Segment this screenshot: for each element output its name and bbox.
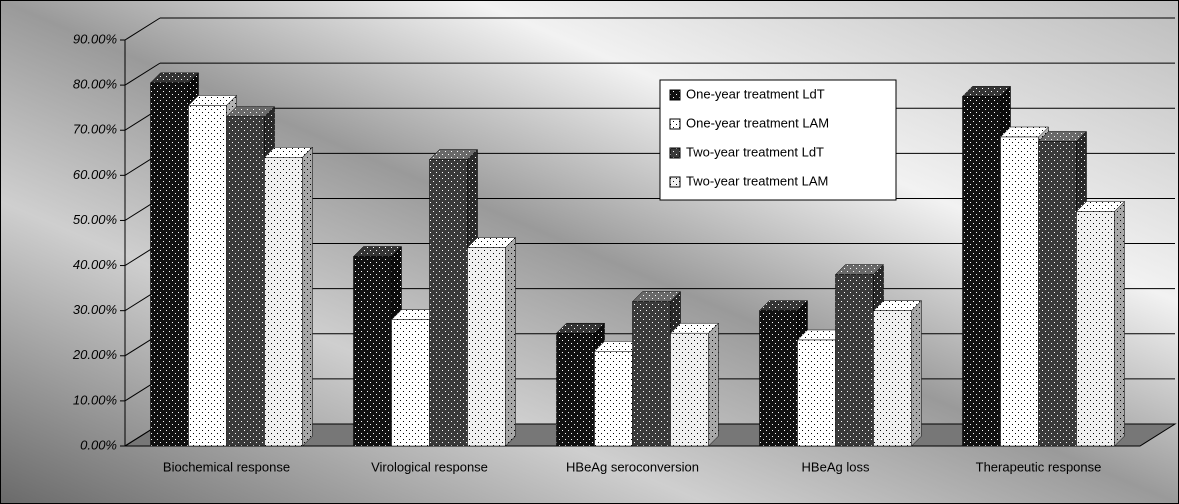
- grid-line: [124, 17, 161, 41]
- legend-label: Two-year treatment LAM: [686, 173, 828, 188]
- bar-side: [911, 300, 922, 447]
- legend: One-year treatment LdT One-year treatment…: [659, 79, 897, 201]
- legend-swatch: [669, 147, 681, 159]
- bar-front: [962, 96, 1001, 447]
- bar-front: [873, 310, 912, 447]
- y-tick-label: 70.00%: [73, 122, 117, 137]
- y-tick-label: 10.00%: [73, 392, 117, 407]
- bar-front: [353, 256, 392, 447]
- bar-front: [835, 274, 874, 447]
- y-tick-label: 30.00%: [73, 302, 117, 317]
- legend-label: One-year treatment LdT: [686, 86, 825, 101]
- y-tick-label: 0.00%: [80, 437, 117, 452]
- bar-front: [150, 82, 189, 447]
- bar-side: [302, 146, 313, 447]
- bar-front: [594, 351, 633, 447]
- bar-front: [188, 105, 227, 447]
- legend-label: One-year treatment LAM: [686, 115, 829, 130]
- legend-box: [659, 79, 897, 201]
- x-tick-label: Biochemical response: [163, 459, 290, 474]
- bar-front: [391, 319, 430, 447]
- bar-front: [429, 159, 468, 447]
- bar: [872, 300, 923, 447]
- y-tick-label: 90.00%: [73, 31, 117, 46]
- x-tick-label: HBeAg seroconversion: [566, 459, 699, 474]
- bar-front: [1000, 136, 1039, 447]
- legend-swatch: [669, 176, 681, 188]
- x-tick-label: HBeAg loss: [802, 459, 870, 474]
- y-tick-label: 80.00%: [73, 77, 117, 92]
- bar-front: [759, 310, 798, 447]
- bar-front: [467, 247, 506, 447]
- y-tick-label: 20.00%: [72, 347, 117, 362]
- grid-line: [124, 62, 161, 86]
- legend-swatch: [669, 118, 681, 130]
- legend-swatch: [669, 89, 681, 101]
- y-tick-label: 50.00%: [73, 212, 117, 227]
- x-tick-label: Therapeutic response: [976, 459, 1102, 474]
- bar-front: [1038, 141, 1077, 447]
- bar-front: [264, 157, 303, 447]
- bar-front: [670, 332, 709, 447]
- bar: [466, 236, 517, 447]
- bar-front: [556, 332, 595, 447]
- bar-front: [226, 116, 265, 447]
- bar-front: [632, 301, 671, 447]
- legend-label: Two-year treatment LdT: [686, 144, 824, 159]
- bar: [263, 146, 314, 447]
- bar-side: [708, 322, 719, 447]
- bar-side: [505, 236, 516, 447]
- y-tick-label: 40.00%: [73, 257, 117, 272]
- x-tick-label: Virological response: [371, 459, 488, 474]
- bar-front: [797, 339, 836, 447]
- bar-front: [1076, 211, 1115, 447]
- y-tick-label: 60.00%: [73, 167, 117, 182]
- bar: [669, 322, 720, 447]
- bar-side: [1114, 200, 1125, 447]
- bar: [1075, 200, 1126, 447]
